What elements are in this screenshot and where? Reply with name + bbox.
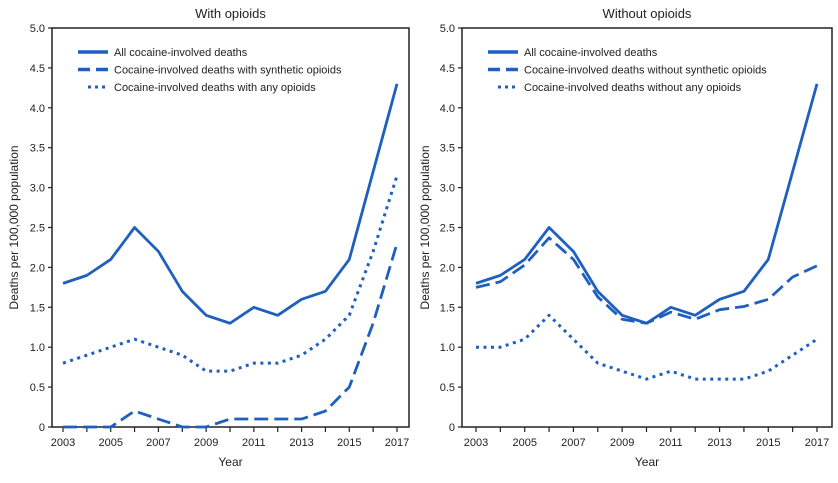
y-tick-label: 0.5 — [440, 382, 455, 394]
legend-label: All cocaine-involved deaths — [524, 47, 658, 59]
x-tick-label: 2009 — [194, 437, 218, 449]
y-tick-label: 4.0 — [440, 103, 455, 115]
x-tick-label: 2017 — [805, 437, 829, 449]
chart-panel-2: Without opioids 0 0.5 1.0 1.5 2.0 2.5 3.0 3.5 4.0… — [418, 6, 833, 469]
y-axis-label: Deaths per 100,000 population — [418, 145, 432, 309]
y-tick-label: 3.0 — [440, 183, 455, 195]
y-tick-label: 0.5 — [30, 382, 45, 394]
y-tick-label: 1.0 — [30, 342, 45, 354]
y-tick-label: 2.5 — [440, 223, 455, 235]
x-tick-label: 2007 — [146, 437, 170, 449]
y-tick-label: 2.0 — [30, 262, 45, 274]
x-tick-label: 2015 — [756, 437, 780, 449]
x-tick-label: 2015 — [337, 437, 361, 449]
series-line-dotted — [476, 313, 818, 381]
legend-label: Cocaine-involved deaths with synthetic o… — [114, 65, 342, 77]
x-tick-label: 2011 — [242, 437, 266, 449]
chart-title: Without opioids — [603, 6, 692, 21]
x-tick-label: 2007 — [561, 437, 585, 449]
y-tick-label: 1.5 — [440, 302, 455, 314]
y-tick-label: 5.0 — [30, 23, 45, 35]
legend-label: Cocaine-involved deaths without syntheti… — [524, 65, 767, 77]
y-tick-label: 4.0 — [30, 103, 45, 115]
x-tick-label: 2003 — [51, 437, 75, 449]
y-tick-label: 3.5 — [440, 143, 455, 155]
series-line-solid — [475, 83, 819, 325]
chart-panel-1: With opioids 0 0.5 1.0 1.5 2.0 2.5 3.0 3.5 4.0 4.5… — [7, 6, 410, 469]
y-tick-label: 3.0 — [30, 183, 45, 195]
x-tick-label: 2005 — [98, 437, 122, 449]
y-tick-label: 0 — [449, 422, 455, 434]
y-axis-label: Deaths per 100,000 population — [7, 145, 21, 309]
y-tick-label: 5.0 — [440, 23, 455, 35]
y-tick-label: 4.5 — [30, 63, 45, 75]
x-tick-label: 2013 — [289, 437, 313, 449]
chart-title: With opioids — [195, 6, 266, 21]
series-line-dashed — [475, 236, 818, 325]
y-tick-label: 1.5 — [30, 302, 45, 314]
x-tick-label: 2017 — [385, 437, 409, 449]
series-line-dotted — [62, 175, 399, 373]
legend-label: Cocaine-involved deaths with any opioids — [114, 82, 316, 94]
y-tick-label: 3.5 — [30, 143, 45, 155]
y-tick-label: 4.5 — [440, 63, 455, 75]
x-tick-label: 2003 — [464, 437, 488, 449]
x-tick-label: 2011 — [659, 437, 683, 449]
legend-label: All cocaine-involved deaths — [114, 47, 248, 59]
series-line-solid — [62, 83, 399, 325]
y-tick-label: 2.5 — [30, 223, 45, 235]
y-tick-label: 2.0 — [440, 262, 455, 274]
series-line-dashed — [63, 243, 399, 429]
x-axis-label: Year — [635, 455, 659, 469]
y-tick-label: 1.0 — [440, 342, 455, 354]
x-axis-label: Year — [218, 455, 242, 469]
legend-label: Cocaine-involved deaths without any opio… — [524, 82, 742, 94]
x-tick-label: 2009 — [610, 437, 634, 449]
x-tick-label: 2005 — [512, 437, 536, 449]
x-tick-label: 2013 — [707, 437, 731, 449]
y-tick-label: 0 — [39, 422, 45, 434]
